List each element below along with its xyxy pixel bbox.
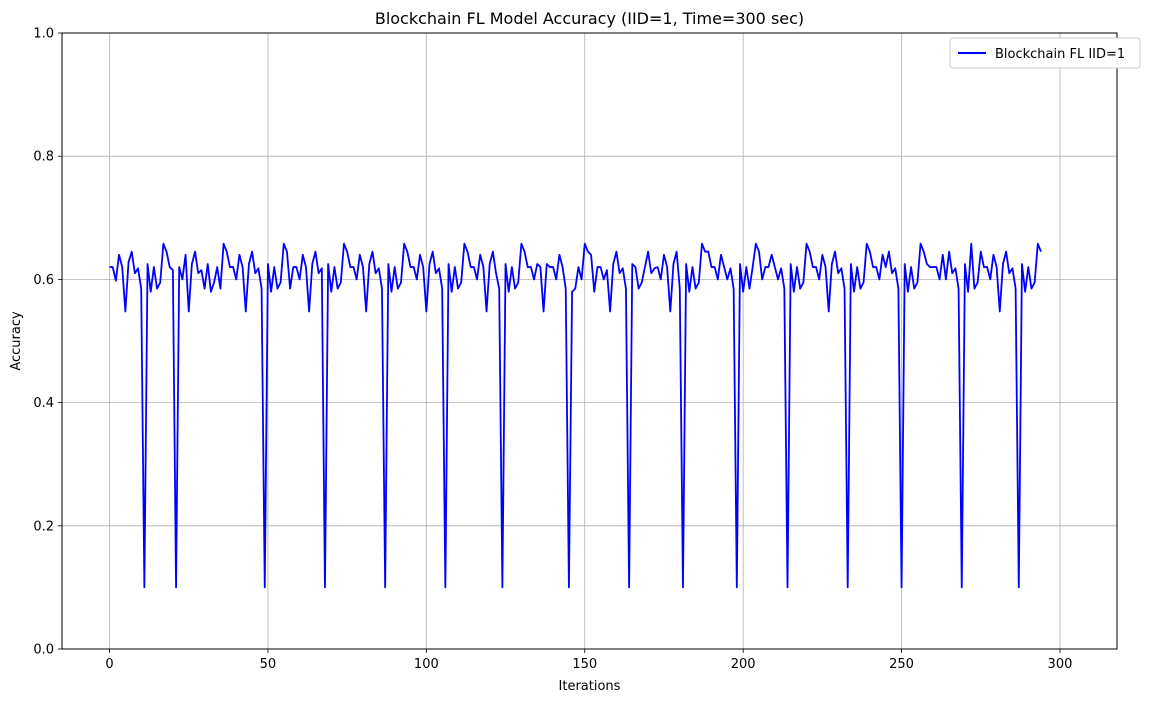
x-axis-label: Iterations — [559, 679, 621, 694]
series-line — [109, 242, 1042, 589]
legend: Blockchain FL IID=1 — [949, 37, 1141, 69]
x-tick-label: 150 — [572, 657, 597, 672]
x-tick-label: 200 — [731, 657, 756, 672]
y-tick-label: 0.6 — [33, 273, 54, 288]
legend-box — [949, 37, 1141, 69]
y-axis-label: Accuracy — [9, 311, 24, 371]
x-tick-label: 300 — [1048, 657, 1073, 672]
chart-title: Blockchain FL Model Accuracy (IID=1, Tim… — [375, 9, 804, 28]
plot-frame — [61, 32, 1118, 650]
y-tick-label: 1.0 — [33, 27, 54, 42]
y-tick-label: 0.2 — [33, 519, 54, 534]
x-tick-label: 0 — [105, 657, 113, 672]
axis-ticks: 0 50 100 150 200 250 300 0.0 0.2 0.4 0.6 0.8 1.0 — [33, 27, 1072, 673]
y-tick-label: 0.0 — [33, 643, 54, 658]
x-tick-label: 100 — [414, 657, 439, 672]
x-tick-label: 250 — [889, 657, 914, 672]
x-tick-label: 50 — [260, 657, 277, 672]
y-tick-label: 0.4 — [33, 396, 54, 411]
legend-series-label: Blockchain FL IID=1 — [995, 47, 1125, 62]
y-tick-label: 0.8 — [33, 150, 54, 165]
series-lines — [109, 242, 1042, 589]
